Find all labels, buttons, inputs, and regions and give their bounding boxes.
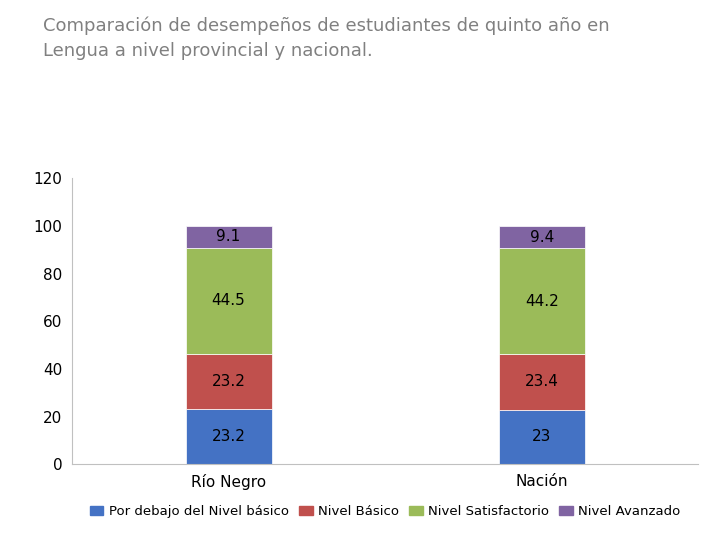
Text: 23.2: 23.2: [212, 429, 246, 444]
Text: 9.1: 9.1: [217, 230, 240, 244]
Text: 9.4: 9.4: [530, 230, 554, 245]
Text: 23: 23: [532, 429, 552, 444]
Bar: [499, 409, 585, 464]
Bar: [186, 226, 271, 248]
Bar: [499, 354, 585, 409]
Text: 44.5: 44.5: [212, 293, 246, 308]
Text: 23.4: 23.4: [525, 374, 559, 389]
Text: Comparación de desempeños de estudiantes de quinto año en
Lengua a nivel provinc: Comparación de desempeños de estudiantes…: [43, 16, 610, 60]
Text: 44.2: 44.2: [525, 294, 559, 308]
Legend: Por debajo del Nivel básico, Nivel Básico, Nivel Satisfactorio, Nivel Avanzado: Por debajo del Nivel básico, Nivel Básic…: [85, 500, 685, 523]
Bar: [186, 248, 271, 354]
Text: 23.2: 23.2: [212, 374, 246, 389]
Bar: [186, 409, 271, 464]
Bar: [186, 354, 271, 409]
Bar: [499, 226, 585, 248]
Bar: [499, 248, 585, 354]
